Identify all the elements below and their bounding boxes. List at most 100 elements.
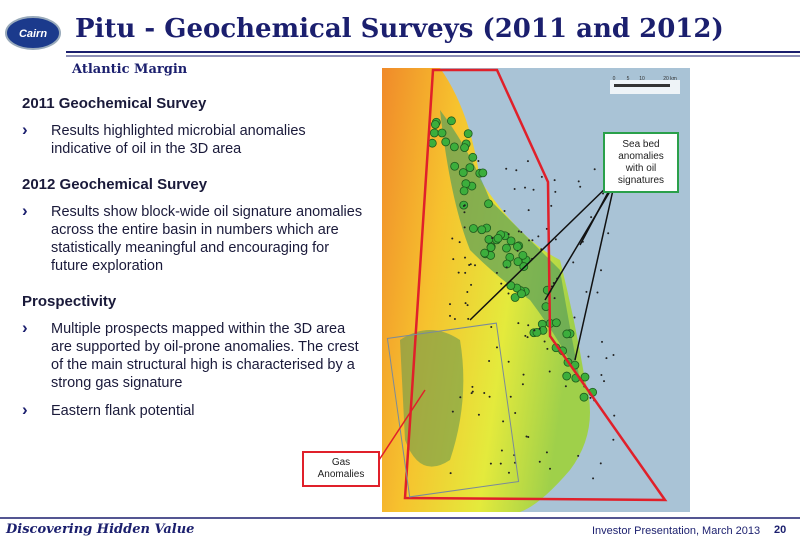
- anomaly-dot: [441, 137, 451, 147]
- anomaly-dot: [429, 128, 439, 138]
- bullet: Results show block-wide oil signature an…: [22, 202, 367, 275]
- sample-dot: [520, 230, 523, 233]
- sample-dot: [590, 216, 593, 219]
- sample-dot: [538, 460, 541, 463]
- sample-dot: [466, 304, 469, 307]
- anomaly-dot: [461, 179, 471, 189]
- bullet: Results highlighted microbial anomalies …: [22, 121, 367, 158]
- anomaly-dot: [517, 289, 526, 299]
- sample-dot: [500, 449, 503, 452]
- sample-dot: [500, 282, 503, 285]
- sample-dot: [451, 410, 454, 413]
- sample-dot: [543, 340, 546, 343]
- sample-dot: [592, 477, 595, 480]
- page-number: 20: [774, 524, 787, 536]
- sample-dot: [538, 327, 541, 330]
- sample-dot: [463, 211, 466, 214]
- callout-text: Anomalies: [318, 469, 365, 480]
- anomaly-dot: [463, 129, 473, 139]
- sample-dot: [579, 185, 582, 188]
- content: 2011 Geochemical Survey Results highlight…: [22, 95, 367, 438]
- sample-dot: [468, 264, 471, 266]
- sample-dot: [491, 236, 494, 239]
- callout-text: with oil: [625, 163, 657, 174]
- anomaly-dot: [506, 281, 516, 290]
- sample-dot: [457, 271, 460, 274]
- sample-dot: [517, 322, 520, 325]
- sample-dot: [469, 263, 472, 266]
- map: [302, 68, 690, 512]
- sample-dot: [554, 190, 557, 193]
- sample-dot: [517, 230, 520, 233]
- sample-dot: [593, 168, 596, 171]
- sample-dot: [470, 392, 473, 395]
- sample-dot: [527, 209, 530, 212]
- scale-label: 20 km: [663, 76, 677, 82]
- callout-text: Sea bed: [622, 139, 659, 150]
- sample-dot: [464, 271, 467, 274]
- sample-dot: [449, 314, 452, 317]
- sample-dot: [459, 396, 462, 399]
- sample-dot: [549, 467, 552, 470]
- sample-dot: [513, 187, 516, 190]
- anomaly-dot: [493, 233, 503, 243]
- anomaly-dot: [478, 168, 488, 178]
- sample-dot: [532, 188, 535, 191]
- section-heading: 2011 Geochemical Survey: [22, 95, 207, 112]
- sample-dot: [488, 395, 491, 398]
- sample-dot: [462, 205, 465, 208]
- sample-dot: [458, 241, 461, 244]
- title: Pitu - Geochemical Surveys (2011 and 201…: [75, 14, 724, 44]
- anomaly-dot: [437, 128, 447, 138]
- sample-dot: [489, 462, 492, 465]
- anomaly-dot: [459, 186, 469, 196]
- sample-dot: [470, 283, 473, 286]
- sample-dot: [477, 413, 480, 416]
- sample-dot: [533, 329, 536, 332]
- sample-dot: [499, 462, 502, 465]
- sample-dot: [550, 204, 553, 207]
- anomaly-dot: [519, 262, 529, 271]
- anomaly-dot: [480, 248, 490, 258]
- sample-dot: [585, 290, 588, 293]
- sample-dot: [471, 385, 474, 388]
- section-heading: 2012 Geochemical Survey: [22, 176, 208, 193]
- sample-dot: [577, 180, 580, 183]
- sample-dot: [477, 159, 480, 162]
- sample-dot: [525, 435, 528, 438]
- sample-dot: [537, 235, 540, 238]
- anomaly-dot: [468, 152, 478, 162]
- anomaly-dot: [477, 225, 487, 235]
- scale-label: 10: [639, 76, 645, 82]
- scale-label: 5: [627, 76, 630, 82]
- sample-dot: [526, 336, 529, 339]
- bullet: Multiple prospects mapped within the 3D …: [22, 319, 367, 392]
- sample-dot: [600, 269, 603, 272]
- sample-dot: [503, 209, 506, 212]
- sample-dot: [449, 303, 452, 306]
- anomaly-dot: [450, 161, 460, 171]
- sample-dot: [605, 357, 608, 360]
- sample-dot: [522, 373, 525, 376]
- anomaly-dot: [460, 143, 469, 153]
- sample-dot: [572, 261, 575, 264]
- sample-dot: [573, 316, 576, 319]
- sample-dot: [528, 239, 531, 242]
- anomaly-dot: [551, 318, 561, 328]
- sample-dot: [545, 227, 548, 230]
- sample-dot: [546, 347, 549, 350]
- anomaly-dot: [513, 257, 523, 266]
- sample-dot: [466, 291, 469, 294]
- sample-dot: [507, 292, 510, 295]
- anomaly-dot: [449, 142, 459, 152]
- sample-dot: [545, 451, 548, 454]
- anomaly-dot: [469, 224, 478, 233]
- sample-dot: [502, 420, 505, 423]
- sample-dot: [490, 326, 493, 329]
- sample-dot: [453, 318, 456, 321]
- sample-dot: [514, 412, 517, 415]
- sample-dot: [599, 462, 602, 465]
- sample-dot: [505, 266, 508, 269]
- sample-dot: [483, 391, 486, 394]
